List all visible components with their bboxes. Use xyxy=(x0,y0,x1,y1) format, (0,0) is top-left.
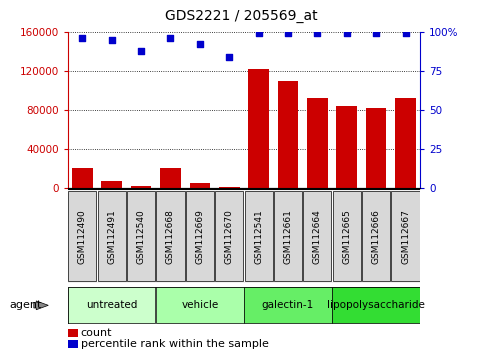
Bar xyxy=(219,187,240,188)
Text: GSM112670: GSM112670 xyxy=(225,209,234,264)
FancyBboxPatch shape xyxy=(332,287,420,323)
Text: GSM112540: GSM112540 xyxy=(137,209,145,264)
FancyBboxPatch shape xyxy=(391,191,420,281)
FancyBboxPatch shape xyxy=(244,191,273,281)
FancyBboxPatch shape xyxy=(68,287,156,323)
Bar xyxy=(366,108,386,188)
Text: GSM112491: GSM112491 xyxy=(107,209,116,264)
Text: vehicle: vehicle xyxy=(181,300,218,310)
FancyBboxPatch shape xyxy=(333,191,361,281)
Point xyxy=(255,30,262,36)
Text: agent: agent xyxy=(10,300,42,310)
Text: GSM112541: GSM112541 xyxy=(254,209,263,264)
Point xyxy=(226,54,233,59)
Point xyxy=(167,35,174,41)
Point xyxy=(284,30,292,36)
Bar xyxy=(337,106,357,188)
Text: count: count xyxy=(81,328,112,338)
FancyBboxPatch shape xyxy=(244,287,332,323)
Text: GSM112668: GSM112668 xyxy=(166,209,175,264)
Bar xyxy=(248,69,269,188)
Point xyxy=(137,48,145,53)
Text: GDS2221 / 205569_at: GDS2221 / 205569_at xyxy=(165,9,318,23)
Point xyxy=(108,37,115,42)
Bar xyxy=(307,98,327,188)
Text: GSM112667: GSM112667 xyxy=(401,209,410,264)
FancyBboxPatch shape xyxy=(274,191,302,281)
FancyBboxPatch shape xyxy=(215,191,243,281)
Text: GSM112669: GSM112669 xyxy=(195,209,204,264)
Bar xyxy=(131,185,151,188)
Text: GSM112665: GSM112665 xyxy=(342,209,351,264)
Text: GSM112490: GSM112490 xyxy=(78,209,87,264)
Text: GSM112661: GSM112661 xyxy=(284,209,293,264)
FancyBboxPatch shape xyxy=(68,191,97,281)
Point xyxy=(78,35,86,41)
Text: untreated: untreated xyxy=(86,300,137,310)
Text: lipopolysaccharide: lipopolysaccharide xyxy=(327,300,425,310)
Bar xyxy=(278,81,298,188)
Bar xyxy=(101,181,122,188)
Text: percentile rank within the sample: percentile rank within the sample xyxy=(81,339,269,349)
Text: GSM112666: GSM112666 xyxy=(371,209,381,264)
FancyBboxPatch shape xyxy=(362,191,390,281)
Bar xyxy=(395,98,416,188)
FancyBboxPatch shape xyxy=(98,191,126,281)
FancyBboxPatch shape xyxy=(127,191,155,281)
FancyBboxPatch shape xyxy=(156,287,243,323)
Point xyxy=(343,30,351,36)
Point xyxy=(402,30,410,36)
Bar xyxy=(189,183,210,188)
Text: galectin-1: galectin-1 xyxy=(262,300,314,310)
Point xyxy=(196,41,204,47)
Bar xyxy=(72,168,93,188)
Text: GSM112664: GSM112664 xyxy=(313,209,322,264)
FancyBboxPatch shape xyxy=(303,191,331,281)
FancyBboxPatch shape xyxy=(156,191,185,281)
FancyBboxPatch shape xyxy=(186,191,214,281)
Bar xyxy=(160,168,181,188)
Point xyxy=(372,30,380,36)
Point xyxy=(313,30,321,36)
